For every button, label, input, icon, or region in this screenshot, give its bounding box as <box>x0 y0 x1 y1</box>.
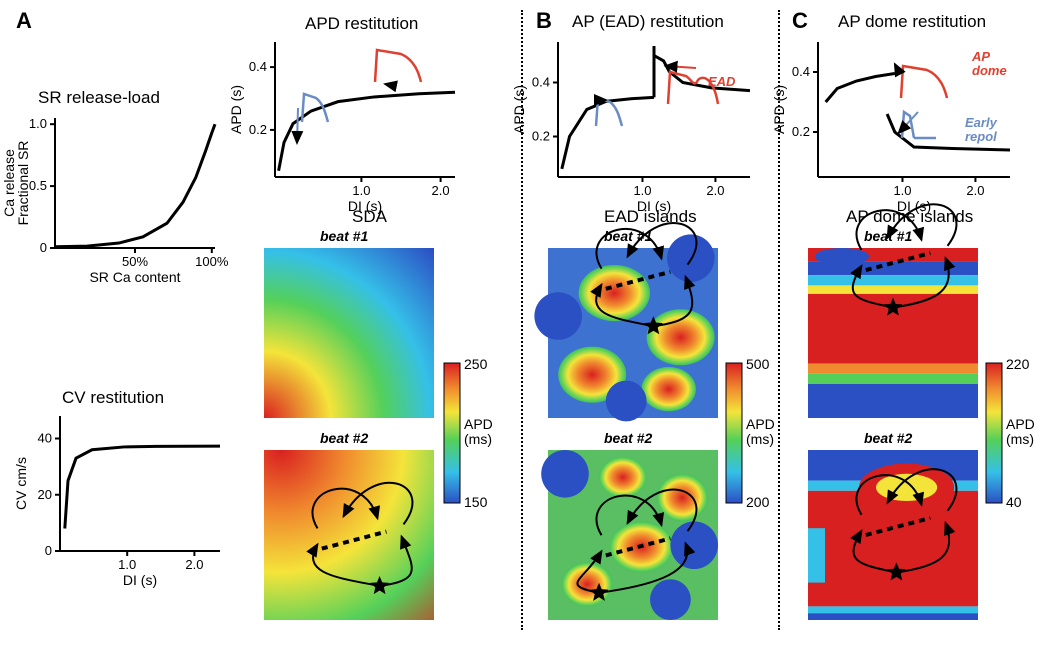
svg-text:50%: 50% <box>122 254 148 269</box>
svg-text:1.0: 1.0 <box>893 183 911 198</box>
svg-text:APD (s): APD (s) <box>771 85 787 134</box>
svg-text:500: 500 <box>746 356 770 372</box>
svg-text:0.4: 0.4 <box>792 64 810 79</box>
a-beat1-label: beat #1 <box>320 228 368 244</box>
svg-text:(ms): (ms) <box>464 431 492 447</box>
svg-text:2.0: 2.0 <box>432 183 450 198</box>
b-beat1-label: beat #1 <box>604 228 652 244</box>
b-beat2-label: beat #2 <box>604 430 652 446</box>
svg-text:0.5: 0.5 <box>29 178 47 193</box>
svg-text:Fractional SR: Fractional SR <box>15 141 31 226</box>
svg-text:40: 40 <box>38 431 52 446</box>
svg-text:DI (s): DI (s) <box>348 198 382 214</box>
c-beat2-label: beat #2 <box>864 430 912 446</box>
svg-text:150: 150 <box>464 494 488 510</box>
a-beat2-label: beat #2 <box>320 430 368 446</box>
svg-text:0.2: 0.2 <box>792 124 810 139</box>
svg-text:2.0: 2.0 <box>185 557 203 572</box>
svg-text:0: 0 <box>45 543 52 558</box>
svg-text:APD: APD <box>464 416 493 432</box>
svg-text:APD: APD <box>1006 416 1035 432</box>
svg-text:SR Ca content: SR Ca content <box>89 269 180 285</box>
svg-text:1.0: 1.0 <box>118 557 136 572</box>
svg-text:0: 0 <box>40 240 47 255</box>
svg-text:DI (s): DI (s) <box>637 198 671 214</box>
svg-text:1.0: 1.0 <box>29 116 47 131</box>
svg-text:200: 200 <box>746 494 770 510</box>
ap-dome-label: APdome <box>972 50 1007 77</box>
svg-text:APD (s): APD (s) <box>228 85 244 134</box>
svg-text:APD: APD <box>746 416 775 432</box>
svg-text:1.0: 1.0 <box>352 183 370 198</box>
svg-text:40: 40 <box>1006 494 1022 510</box>
svg-text:CV cm/s: CV cm/s <box>13 457 29 510</box>
svg-text:DI (s): DI (s) <box>123 572 157 588</box>
svg-text:0.4: 0.4 <box>249 59 267 74</box>
c-beat1-label: beat #1 <box>864 228 912 244</box>
svg-text:(ms): (ms) <box>1006 431 1034 447</box>
svg-text:100%: 100% <box>195 254 229 269</box>
svg-text:Ca release: Ca release <box>1 149 17 217</box>
svg-text:APD (s): APD (s) <box>511 85 527 134</box>
svg-text:0.2: 0.2 <box>532 129 550 144</box>
svg-text:20: 20 <box>38 487 52 502</box>
figure-canvas: 0 0.5 1.0 50% 100% SR Ca content Fractional SR… <box>0 0 1050 652</box>
svg-text:0.4: 0.4 <box>532 75 550 90</box>
svg-text:1.0: 1.0 <box>633 183 651 198</box>
svg-text:(ms): (ms) <box>746 431 774 447</box>
ead-label: EAD <box>708 74 735 89</box>
svg-text:250: 250 <box>464 356 488 372</box>
svg-text:2.0: 2.0 <box>706 183 724 198</box>
svg-text:220: 220 <box>1006 356 1030 372</box>
early-repol-label: Earlyrepol <box>965 116 997 143</box>
svg-text:0.2: 0.2 <box>249 122 267 137</box>
svg-text:2.0: 2.0 <box>966 183 984 198</box>
